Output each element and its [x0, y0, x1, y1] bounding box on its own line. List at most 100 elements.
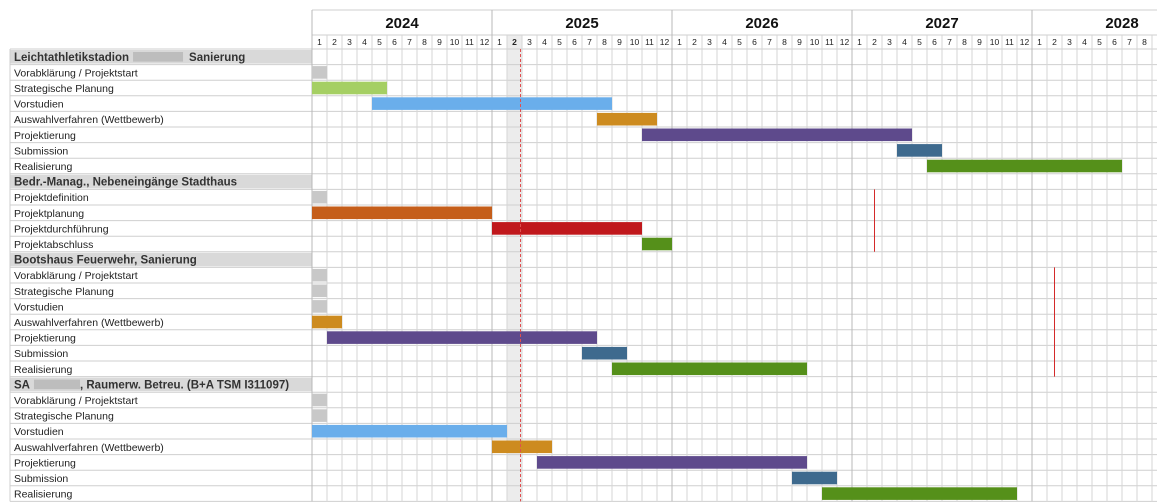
month-label: 5 — [1097, 37, 1102, 47]
month-label: 3 — [527, 37, 532, 47]
task-bar — [642, 128, 912, 142]
group-title: Bootshaus Feuerwehr, Sanierung — [14, 255, 197, 267]
task-label: Projektdurchführung — [14, 223, 109, 235]
task-label: Projektplanung — [14, 208, 84, 220]
month-label: 5 — [917, 37, 922, 47]
task-label: Realisierung — [14, 364, 73, 376]
task-bar — [492, 440, 552, 454]
task-label: Vorstudien — [14, 99, 64, 111]
month-label: 12 — [660, 37, 670, 47]
month-label: 2 — [1052, 37, 1057, 47]
task-bar — [312, 393, 327, 407]
month-label: 6 — [392, 37, 397, 47]
task-bar — [822, 487, 1017, 500]
task-bar — [612, 362, 807, 376]
group-header-band — [10, 174, 312, 189]
task-label: Auswahlverfahren (Wettbewerb) — [14, 442, 164, 454]
lines-layer — [520, 49, 1055, 502]
month-label: 10 — [630, 37, 640, 47]
year-label: 2027 — [925, 15, 958, 32]
month-label: 2 — [332, 37, 337, 47]
bars-layer — [312, 66, 1122, 500]
task-bar — [312, 284, 327, 298]
task-bar — [312, 190, 327, 204]
task-bar — [312, 315, 342, 329]
task-label: Projektdefinition — [14, 192, 89, 204]
month-label: 3 — [347, 37, 352, 47]
task-bar — [582, 346, 627, 360]
month-label: 12 — [480, 37, 490, 47]
month-label: 7 — [587, 37, 592, 47]
year-label: 2026 — [745, 15, 778, 32]
month-label: 6 — [1112, 37, 1117, 47]
task-label: Vorstudien — [14, 301, 64, 313]
month-label: 3 — [707, 37, 712, 47]
month-label: 6 — [932, 37, 937, 47]
task-label: Projektierung — [14, 130, 76, 142]
month-label: 8 — [962, 37, 967, 47]
month-label: 1 — [857, 37, 862, 47]
task-bar — [312, 66, 327, 79]
month-label: 3 — [1067, 37, 1072, 47]
month-label: 4 — [1082, 37, 1087, 47]
month-label: 7 — [1127, 37, 1132, 47]
month-label: 5 — [557, 37, 562, 47]
group-title: Leichtathletikstadion — [14, 52, 129, 64]
month-label: 11 — [645, 37, 654, 47]
group-title-suffix: Sanierung — [189, 52, 245, 64]
task-label: Projektierung — [14, 457, 76, 469]
month-label: 8 — [1142, 37, 1147, 47]
group-title: SA — [14, 379, 30, 391]
month-label: 4 — [542, 37, 547, 47]
year-label: 2025 — [565, 15, 598, 32]
task-bar — [312, 268, 327, 282]
month-label: 11 — [825, 37, 834, 47]
task-label: Vorabklärung / Projektstart — [14, 395, 138, 407]
task-bar — [312, 206, 492, 220]
task-label: Vorabklärung / Projektstart — [14, 67, 138, 79]
task-bar — [312, 424, 507, 438]
month-label: 1 — [677, 37, 682, 47]
month-label: 12 — [840, 37, 850, 47]
redaction-box — [133, 52, 184, 62]
grid-layer — [9, 9, 1157, 502]
task-label: Strategische Planung — [14, 83, 114, 95]
task-bar — [492, 222, 642, 235]
month-label: 11 — [1005, 37, 1014, 47]
month-label: 2 — [872, 37, 877, 47]
task-label: Submission — [14, 473, 68, 485]
task-label: Strategische Planung — [14, 411, 114, 423]
month-label: 5 — [737, 37, 742, 47]
task-bar — [897, 144, 942, 157]
month-label: 2 — [512, 37, 517, 47]
task-bar — [312, 409, 327, 422]
task-label: Realisierung — [14, 161, 73, 173]
task-label: Auswahlverfahren (Wettbewerb) — [14, 114, 164, 126]
group-title-suffix: , Raumerw. Betreu. (B+A TSM I311097) — [80, 379, 289, 391]
month-label: 6 — [752, 37, 757, 47]
month-label: 1 — [497, 37, 502, 47]
month-label: 7 — [407, 37, 412, 47]
task-label: Vorabklärung / Projektstart — [14, 270, 138, 282]
month-label: 9 — [797, 37, 802, 47]
group-title: Bedr.-Manag., Nebeneingänge Stadthaus — [14, 177, 237, 189]
year-label: 2024 — [385, 15, 419, 32]
month-label: 10 — [810, 37, 820, 47]
month-label: 7 — [767, 37, 772, 47]
task-bar — [537, 456, 807, 469]
month-label: 5 — [377, 37, 382, 47]
month-label: 7 — [947, 37, 952, 47]
month-label: 9 — [977, 37, 982, 47]
month-label: 6 — [572, 37, 577, 47]
month-label: 8 — [422, 37, 427, 47]
task-label: Realisierung — [14, 489, 73, 501]
task-label: Submission — [14, 348, 68, 360]
month-label: 10 — [990, 37, 1000, 47]
month-label: 4 — [902, 37, 907, 47]
task-bar — [327, 331, 597, 344]
task-label: Projektabschluss — [14, 239, 93, 251]
current-month-column — [507, 35, 522, 502]
month-label: 10 — [450, 37, 460, 47]
